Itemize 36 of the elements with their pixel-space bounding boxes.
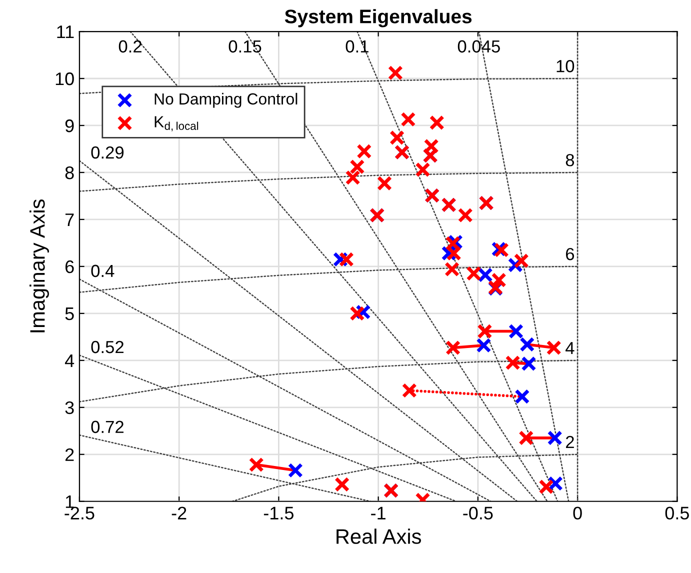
legend-label: K$_{d,local}$	[154, 116, 198, 132]
y-tick-label: 9	[65, 119, 74, 132]
x-axis-title: Real Axis	[336, 528, 421, 544]
y-tick-label: 5	[65, 308, 74, 320]
y-tick-label: 6	[65, 260, 74, 274]
y-tick-label: 2	[65, 448, 74, 461]
x-tick-label: 0	[573, 506, 582, 520]
x-tick-label: -2	[172, 506, 186, 520]
annotation: 0.045	[458, 40, 500, 53]
x-tick-label: -2.5	[64, 506, 94, 520]
annotation: 4	[566, 342, 574, 354]
annotation: 6	[566, 248, 574, 260]
y-tick-label: 1	[66, 495, 74, 508]
annotation: 0.15	[228, 40, 262, 53]
annotation: 2	[566, 436, 574, 448]
annotation: 0.2	[118, 40, 142, 53]
y-tick-label: 8	[65, 166, 74, 180]
x-tick-label: -1.5	[264, 506, 294, 520]
annotation: 8	[566, 154, 574, 166]
annotation: 0.72	[91, 420, 124, 434]
annotation: 0.4	[91, 264, 114, 278]
y-tick-label: 3	[65, 401, 74, 414]
x-tick-label: 0.5	[665, 506, 689, 520]
annotation: 0.1	[346, 40, 368, 53]
y-tick-label: 7	[65, 214, 74, 226]
annotation: 10	[556, 60, 574, 72]
annotation: 0.52	[91, 340, 124, 354]
y-tick-label: 4	[64, 354, 74, 367]
chart-title: System Eigenvalues	[284, 9, 472, 28]
x-tick-label: -0.5	[463, 506, 493, 520]
legend-label: No Damping Control	[154, 92, 298, 108]
annotation: 0.29	[91, 146, 124, 159]
x-tick-label: -1	[371, 506, 386, 520]
y-tick-label: 10	[56, 72, 74, 86]
y-axis-title: Imaginary Axis	[30, 199, 49, 332]
y-tick-label: 11	[57, 26, 74, 38]
